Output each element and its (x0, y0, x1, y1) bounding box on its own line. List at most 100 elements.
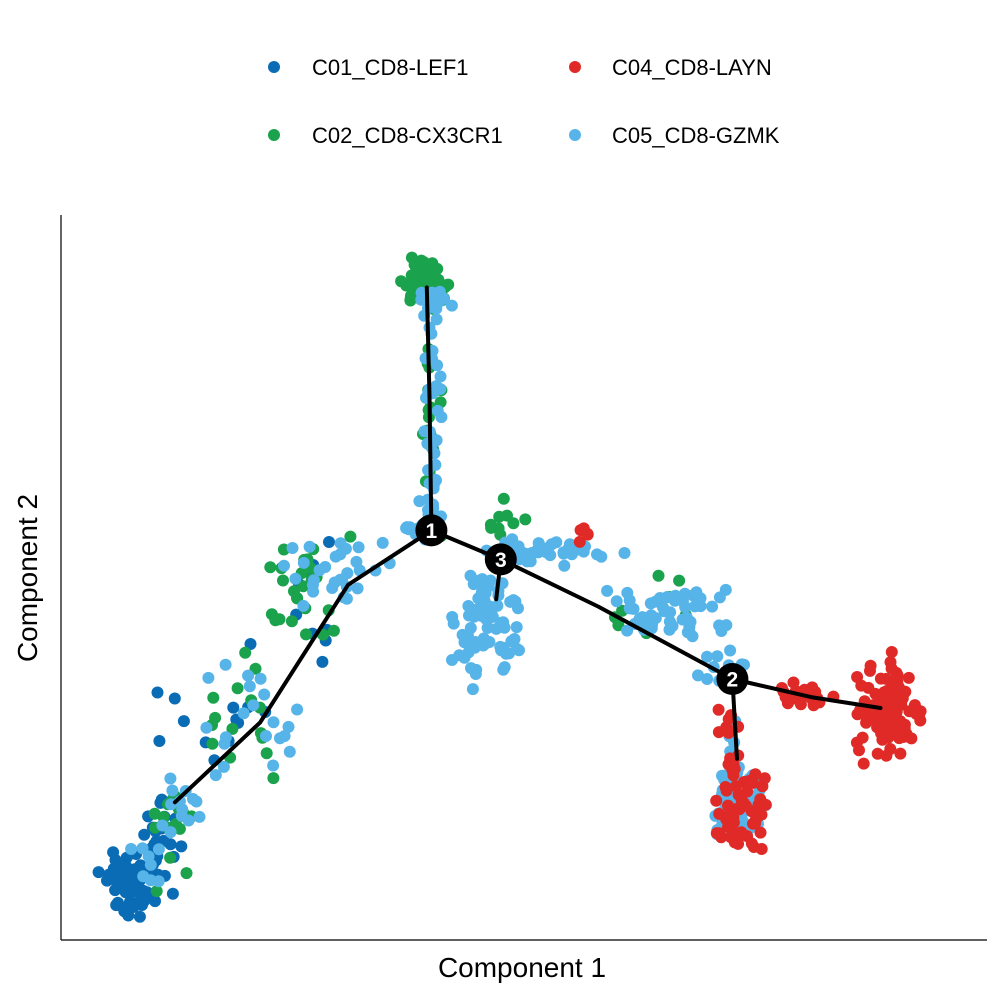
data-point (905, 732, 918, 745)
data-point (267, 716, 280, 729)
data-point (894, 697, 907, 710)
data-point (720, 619, 733, 632)
data-point (413, 495, 426, 508)
data-point (313, 564, 326, 577)
data-point (101, 874, 113, 887)
data-point (264, 561, 277, 574)
data-point (122, 899, 135, 912)
data-point (851, 671, 864, 683)
data-point (340, 592, 353, 605)
data-point (794, 698, 807, 711)
data-point (507, 517, 520, 530)
data-point (395, 275, 408, 288)
data-point (166, 887, 179, 900)
data-point (673, 574, 686, 587)
data-point (303, 540, 316, 553)
data-point (497, 492, 510, 505)
data-point (880, 718, 893, 731)
data-point (493, 510, 506, 523)
data-point (300, 628, 312, 641)
data-point (289, 572, 302, 585)
data-point (244, 638, 257, 650)
data-point (710, 827, 723, 840)
data-point (92, 866, 105, 879)
data-point (621, 624, 634, 637)
data-point (344, 530, 357, 543)
legend-label: C01_CD8-LEF1 (312, 55, 469, 80)
data-point (694, 592, 707, 605)
data-point (328, 576, 341, 589)
data-point (144, 858, 157, 871)
trajectory-edge (730, 677, 883, 710)
trajectory-edge (498, 557, 735, 681)
data-point (376, 536, 389, 549)
data-point (152, 843, 165, 856)
data-point (316, 655, 329, 668)
data-point (227, 701, 240, 714)
data-point (193, 810, 206, 823)
data-point (680, 611, 693, 624)
data-point (180, 867, 193, 880)
trajectory-edge (172, 528, 434, 805)
data-point (902, 671, 915, 684)
data-point (701, 673, 714, 685)
branch-point-label: 1 (426, 520, 438, 543)
data-point (706, 600, 719, 613)
branch-point-marker (716, 663, 749, 695)
data-point (720, 784, 733, 797)
data-point (231, 682, 244, 695)
branch-point-label: 2 (727, 669, 739, 692)
data-point (498, 661, 511, 674)
data-point (400, 522, 413, 535)
data-point (623, 602, 636, 615)
data-point (138, 828, 151, 841)
trajectory-edge (424, 285, 434, 533)
axes: Component 1 Component 2 (12, 215, 987, 983)
data-point (701, 650, 713, 663)
data-point (209, 769, 222, 782)
data-point (258, 688, 271, 701)
x-axis-title: Component 1 (438, 952, 606, 983)
data-point (512, 540, 525, 553)
legend-label: C04_CD8-LAYN (612, 55, 772, 80)
data-point (621, 586, 634, 599)
data-point (601, 584, 614, 597)
data-point (466, 683, 479, 696)
data-point (307, 585, 320, 598)
data-point (540, 546, 552, 559)
data-point (468, 610, 481, 622)
y-axis-title: Component 2 (12, 494, 43, 662)
data-point (285, 615, 298, 628)
data-point (756, 780, 769, 793)
data-point (612, 619, 625, 632)
data-point (914, 705, 927, 718)
data-point (182, 814, 195, 827)
data-point (581, 528, 594, 541)
data-point (177, 715, 190, 728)
data-point (164, 772, 177, 785)
data-point (898, 718, 911, 731)
data-point (485, 521, 498, 534)
data-point (243, 680, 256, 693)
data-point (754, 826, 767, 839)
data-point (468, 641, 481, 654)
data-point (260, 747, 273, 760)
data-point (175, 840, 188, 853)
data-point (519, 513, 532, 526)
branch-point-marker (415, 514, 448, 547)
data-point (286, 542, 299, 554)
data-point (242, 669, 255, 682)
data-point (481, 621, 494, 634)
data-point (351, 582, 364, 595)
data-point (857, 757, 870, 770)
data-point (352, 541, 365, 554)
data-point (864, 709, 877, 722)
data-point (856, 731, 869, 744)
data-point (111, 896, 124, 909)
data-point (712, 703, 725, 716)
data-point (156, 819, 169, 832)
data-point (118, 882, 131, 894)
data-point (166, 784, 179, 797)
data-point (433, 285, 446, 298)
data-point (206, 737, 219, 750)
